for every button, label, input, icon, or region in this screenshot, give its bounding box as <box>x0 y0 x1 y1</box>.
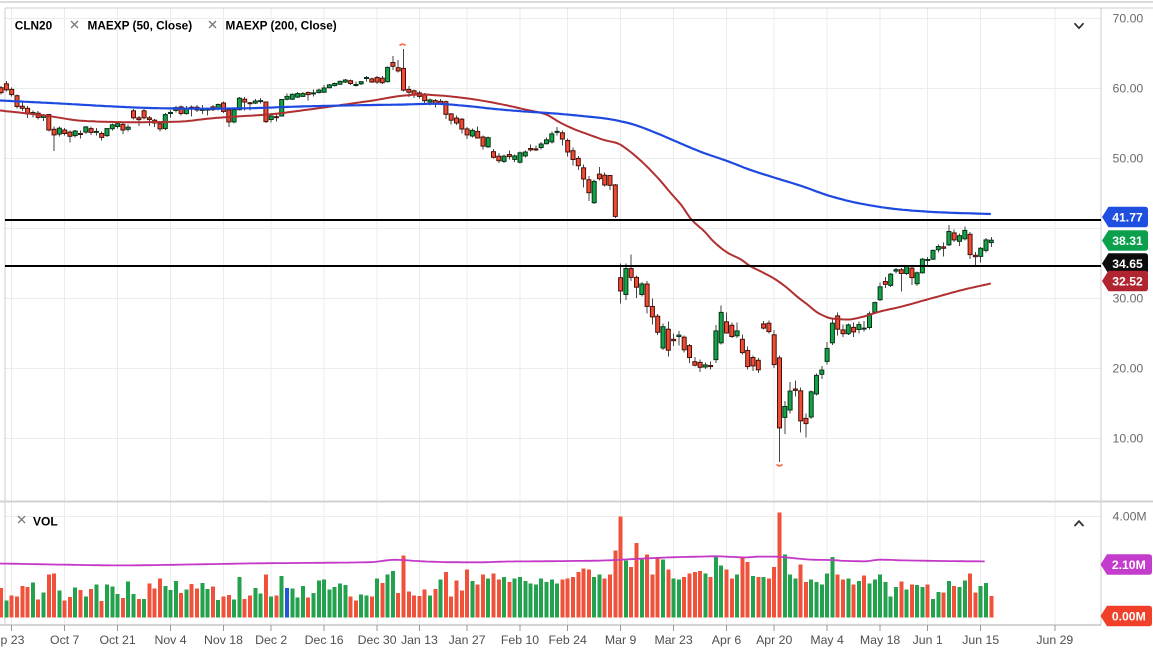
svg-text:41.77: 41.77 <box>1112 210 1143 224</box>
svg-text:Feb 24: Feb 24 <box>549 633 587 647</box>
svg-text:2.10M: 2.10M <box>1112 558 1146 572</box>
svg-text:Dec 2: Dec 2 <box>255 633 287 647</box>
svg-text:20.00: 20.00 <box>1113 362 1144 376</box>
svg-text:Mar 23: Mar 23 <box>654 633 692 647</box>
svg-text:May 4: May 4 <box>810 633 844 647</box>
svg-text:4.00M: 4.00M <box>1113 510 1147 524</box>
svg-text:Jun 1: Jun 1 <box>913 633 943 647</box>
svg-text:50.00: 50.00 <box>1113 152 1144 166</box>
svg-text:CLN20: CLN20 <box>15 19 53 33</box>
svg-text:Sep 23: Sep 23 <box>0 633 25 647</box>
svg-text:Dec 16: Dec 16 <box>305 633 344 647</box>
svg-text:34.65: 34.65 <box>1112 257 1143 271</box>
svg-text:MAEXP (200, Close): MAEXP (200, Close) <box>226 19 337 33</box>
svg-text:30.00: 30.00 <box>1113 292 1144 306</box>
svg-text:10.00: 10.00 <box>1113 432 1144 446</box>
svg-text:60.00: 60.00 <box>1113 82 1144 96</box>
svg-text:Oct 7: Oct 7 <box>50 633 80 647</box>
svg-text:Nov 4: Nov 4 <box>154 633 186 647</box>
svg-text:Jun 29: Jun 29 <box>1036 633 1073 647</box>
svg-text:Feb 10: Feb 10 <box>501 633 539 647</box>
svg-text:Mar 9: Mar 9 <box>605 633 637 647</box>
svg-text:Dec 30: Dec 30 <box>358 633 397 647</box>
svg-text:Oct 21: Oct 21 <box>99 633 135 647</box>
svg-text:Jan 13: Jan 13 <box>401 633 438 647</box>
svg-text:70.00: 70.00 <box>1113 12 1144 26</box>
svg-text:0.00M: 0.00M <box>1112 609 1146 623</box>
svg-text:Nov 18: Nov 18 <box>204 633 243 647</box>
svg-text:VOL: VOL <box>33 514 58 528</box>
svg-text:Jan 27: Jan 27 <box>449 633 486 647</box>
svg-text:32.52: 32.52 <box>1112 274 1143 288</box>
svg-text:May 18: May 18 <box>860 633 900 647</box>
svg-text:MAEXP (50, Close): MAEXP (50, Close) <box>88 19 193 33</box>
svg-text:38.31: 38.31 <box>1112 234 1143 248</box>
svg-text:Apr 6: Apr 6 <box>712 633 742 647</box>
svg-text:Apr 20: Apr 20 <box>756 633 792 647</box>
svg-text:Jun 15: Jun 15 <box>962 633 999 647</box>
